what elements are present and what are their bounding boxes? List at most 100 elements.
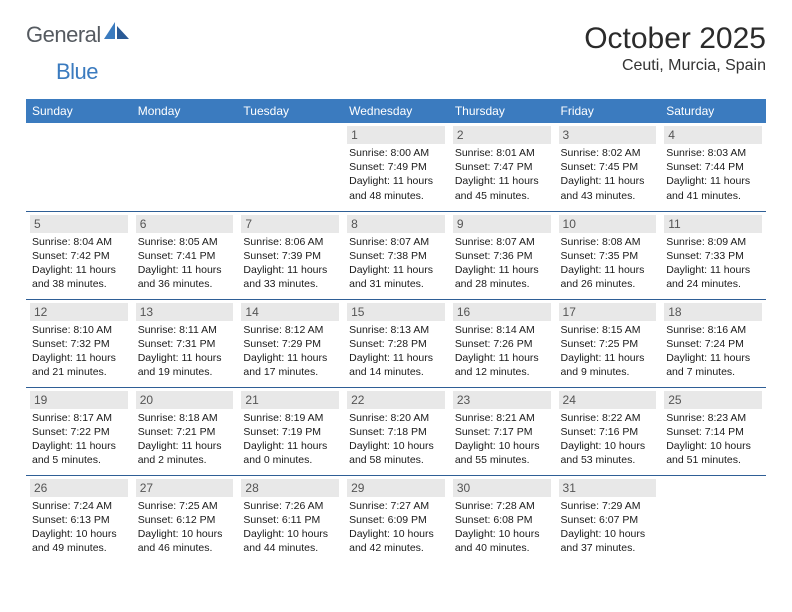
- day-number: 6: [136, 215, 234, 233]
- calendar-cell: 22 Sunrise: 8:20 AMSunset: 7:18 PMDayligh…: [343, 387, 449, 475]
- day-header: Saturday: [660, 99, 766, 123]
- calendar-cell: 12Sunrise: 8:10 AMSunset: 7:32 PMDayligh…: [26, 299, 132, 387]
- calendar-cell: 26 Sunrise: 7:24 AMSunset: 6:13 PMDayligh…: [26, 475, 132, 563]
- calendar-cell: 25 Sunrise: 8:23 AMSunset: 7:14 PMDayligh…: [660, 387, 766, 475]
- calendar-cell: 1 Sunrise: 8:00 AMSunset: 7:49 PMDaylight…: [343, 123, 449, 211]
- calendar-cell: 14 Sunrise: 8:12 AMSunset: 7:29 PMDayligh…: [237, 299, 343, 387]
- logo-word1: General: [26, 22, 101, 48]
- day-header: Wednesday: [343, 99, 449, 123]
- day-number: 14: [241, 303, 339, 321]
- day-info: Sunrise: 8:12 AMSunset: 7:29 PMDaylight:…: [241, 323, 339, 380]
- day-info: Sunrise: 8:18 AMSunset: 7:21 PMDaylight:…: [136, 411, 234, 468]
- day-number: 25: [664, 391, 762, 409]
- calendar-cell: 16 Sunrise: 8:14 AMSunset: 7:26 PMDayligh…: [449, 299, 555, 387]
- calendar-table: Sunday Monday Tuesday Wednesday Thursday…: [26, 99, 766, 563]
- day-number: 7: [241, 215, 339, 233]
- day-number: 16: [453, 303, 551, 321]
- calendar-cell: 20 Sunrise: 8:18 AMSunset: 7:21 PMDayligh…: [132, 387, 238, 475]
- day-number: 29: [347, 479, 445, 497]
- day-info: Sunrise: 8:00 AMSunset: 7:49 PMDaylight:…: [347, 146, 445, 203]
- location: Ceuti, Murcia, Spain: [584, 57, 766, 75]
- day-header: Friday: [555, 99, 661, 123]
- calendar-cell: 18Sunrise: 8:16 AMSunset: 7:24 PMDayligh…: [660, 299, 766, 387]
- calendar-cell: 7 Sunrise: 8:06 AMSunset: 7:39 PMDaylight…: [237, 211, 343, 299]
- day-header: Sunday: [26, 99, 132, 123]
- day-number: 21: [241, 391, 339, 409]
- calendar-cell: 5 Sunrise: 8:04 AMSunset: 7:42 PMDaylight…: [26, 211, 132, 299]
- day-info: Sunrise: 8:05 AMSunset: 7:41 PMDaylight:…: [136, 235, 234, 292]
- calendar-cell: 30Sunrise: 7:28 AMSunset: 6:08 PMDayligh…: [449, 475, 555, 563]
- calendar-row: 19Sunrise: 8:17 AMSunset: 7:22 PMDayligh…: [26, 387, 766, 475]
- calendar-cell: [132, 123, 238, 211]
- day-number: 3: [559, 126, 657, 144]
- day-info: Sunrise: 8:17 AMSunset: 7:22 PMDaylight:…: [30, 411, 128, 468]
- day-number: 27: [136, 479, 234, 497]
- calendar-page: General October 2025 Ceuti, Murcia, Spai…: [0, 0, 792, 573]
- calendar-cell: 24Sunrise: 8:22 AMSunset: 7:16 PMDayligh…: [555, 387, 661, 475]
- day-info: Sunrise: 8:14 AMSunset: 7:26 PMDaylight:…: [453, 323, 551, 380]
- day-number: 15: [347, 303, 445, 321]
- calendar-cell: 31Sunrise: 7:29 AMSunset: 6:07 PMDayligh…: [555, 475, 661, 563]
- day-number: 5: [30, 215, 128, 233]
- day-info: Sunrise: 8:04 AMSunset: 7:42 PMDaylight:…: [30, 235, 128, 292]
- day-number: 1: [347, 126, 445, 144]
- calendar-cell: 6 Sunrise: 8:05 AMSunset: 7:41 PMDaylight…: [132, 211, 238, 299]
- calendar-cell: [26, 123, 132, 211]
- calendar-cell: [237, 123, 343, 211]
- calendar-cell: 23 Sunrise: 8:21 AMSunset: 7:17 PMDayligh…: [449, 387, 555, 475]
- day-info: Sunrise: 8:15 AMSunset: 7:25 PMDaylight:…: [559, 323, 657, 380]
- day-info: Sunrise: 8:02 AMSunset: 7:45 PMDaylight:…: [559, 146, 657, 203]
- calendar-cell: [660, 475, 766, 563]
- day-number: 28: [241, 479, 339, 497]
- day-info: Sunrise: 8:23 AMSunset: 7:14 PMDaylight:…: [664, 411, 762, 468]
- month-title: October 2025: [584, 22, 766, 55]
- calendar-cell: 2Sunrise: 8:01 AMSunset: 7:47 PMDaylight…: [449, 123, 555, 211]
- day-info: Sunrise: 8:07 AMSunset: 7:38 PMDaylight:…: [347, 235, 445, 292]
- day-info: Sunrise: 7:25 AMSunset: 6:12 PMDaylight:…: [136, 499, 234, 556]
- day-number: 4: [664, 126, 762, 144]
- day-number: 17: [559, 303, 657, 321]
- day-number: 23: [453, 391, 551, 409]
- day-number: 9: [453, 215, 551, 233]
- day-info: Sunrise: 8:03 AMSunset: 7:44 PMDaylight:…: [664, 146, 762, 203]
- day-number: 12: [30, 303, 128, 321]
- calendar-cell: 11Sunrise: 8:09 AMSunset: 7:33 PMDayligh…: [660, 211, 766, 299]
- day-number: 26: [30, 479, 128, 497]
- logo: General: [26, 22, 132, 48]
- day-header-row: Sunday Monday Tuesday Wednesday Thursday…: [26, 99, 766, 123]
- calendar-cell: 15 Sunrise: 8:13 AMSunset: 7:28 PMDayligh…: [343, 299, 449, 387]
- day-info: Sunrise: 8:22 AMSunset: 7:16 PMDaylight:…: [559, 411, 657, 468]
- day-number: 20: [136, 391, 234, 409]
- calendar-cell: 13Sunrise: 8:11 AMSunset: 7:31 PMDayligh…: [132, 299, 238, 387]
- day-info: Sunrise: 8:06 AMSunset: 7:39 PMDaylight:…: [241, 235, 339, 292]
- calendar-cell: 10Sunrise: 8:08 AMSunset: 7:35 PMDayligh…: [555, 211, 661, 299]
- day-info: Sunrise: 7:29 AMSunset: 6:07 PMDaylight:…: [559, 499, 657, 556]
- day-info: Sunrise: 7:27 AMSunset: 6:09 PMDaylight:…: [347, 499, 445, 556]
- calendar-cell: 19Sunrise: 8:17 AMSunset: 7:22 PMDayligh…: [26, 387, 132, 475]
- calendar-cell: 27 Sunrise: 7:25 AMSunset: 6:12 PMDayligh…: [132, 475, 238, 563]
- day-info: Sunrise: 8:21 AMSunset: 7:17 PMDaylight:…: [453, 411, 551, 468]
- calendar-cell: 9 Sunrise: 8:07 AMSunset: 7:36 PMDaylight…: [449, 211, 555, 299]
- sail-icon: [104, 22, 130, 40]
- day-number: 2: [453, 126, 551, 144]
- day-header: Tuesday: [237, 99, 343, 123]
- calendar-cell: 4 Sunrise: 8:03 AMSunset: 7:44 PMDaylight…: [660, 123, 766, 211]
- day-info: Sunrise: 8:16 AMSunset: 7:24 PMDaylight:…: [664, 323, 762, 380]
- day-number: 30: [453, 479, 551, 497]
- day-info: Sunrise: 8:07 AMSunset: 7:36 PMDaylight:…: [453, 235, 551, 292]
- day-info: Sunrise: 7:26 AMSunset: 6:11 PMDaylight:…: [241, 499, 339, 556]
- calendar-row: 5 Sunrise: 8:04 AMSunset: 7:42 PMDaylight…: [26, 211, 766, 299]
- day-number: 13: [136, 303, 234, 321]
- day-info: Sunrise: 8:13 AMSunset: 7:28 PMDaylight:…: [347, 323, 445, 380]
- day-info: Sunrise: 7:24 AMSunset: 6:13 PMDaylight:…: [30, 499, 128, 556]
- calendar-cell: 21 Sunrise: 8:19 AMSunset: 7:19 PMDayligh…: [237, 387, 343, 475]
- day-number: 22: [347, 391, 445, 409]
- calendar-cell: 17 Sunrise: 8:15 AMSunset: 7:25 PMDayligh…: [555, 299, 661, 387]
- calendar-row: 1 Sunrise: 8:00 AMSunset: 7:49 PMDaylight…: [26, 123, 766, 211]
- calendar-row: 12Sunrise: 8:10 AMSunset: 7:32 PMDayligh…: [26, 299, 766, 387]
- day-info: Sunrise: 8:20 AMSunset: 7:18 PMDaylight:…: [347, 411, 445, 468]
- calendar-row: 26 Sunrise: 7:24 AMSunset: 6:13 PMDayligh…: [26, 475, 766, 563]
- calendar-cell: 29 Sunrise: 7:27 AMSunset: 6:09 PMDayligh…: [343, 475, 449, 563]
- day-number: 10: [559, 215, 657, 233]
- day-info: Sunrise: 8:19 AMSunset: 7:19 PMDaylight:…: [241, 411, 339, 468]
